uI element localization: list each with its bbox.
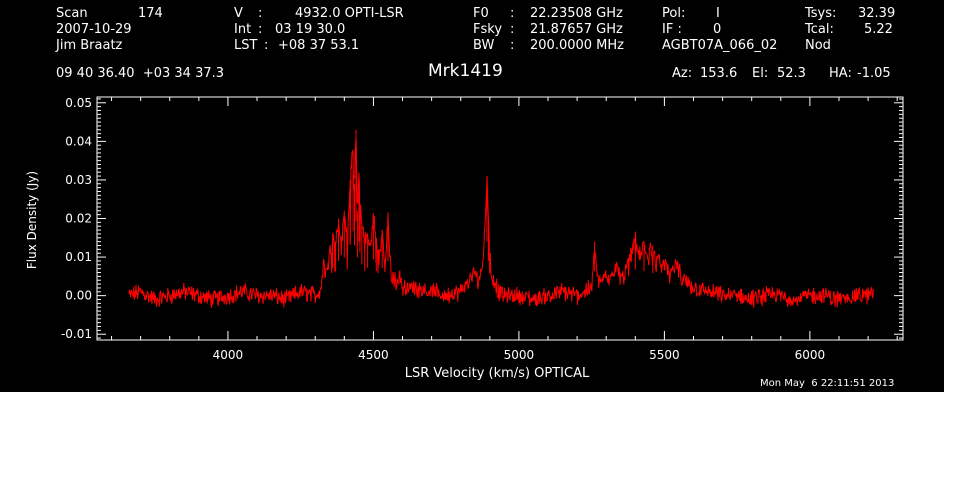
observing-mode: Nod — [805, 38, 831, 53]
bw-value: 200.0000 MHz — [530, 38, 624, 53]
lst-label: LST — [234, 38, 258, 53]
v-label: V — [234, 6, 243, 21]
x-tick-label: 6000 — [795, 348, 826, 362]
pol-value: I — [716, 6, 720, 21]
x-tick-label: 5500 — [649, 348, 680, 362]
source-name: Mrk1419 — [428, 61, 503, 81]
tsys-value: 32.39 — [858, 6, 896, 21]
lst-value: +08 37 53.1 — [278, 38, 360, 53]
fsky-colon: : — [510, 22, 515, 37]
observer: Jim Braatz — [56, 38, 123, 53]
az-label: Az: — [672, 66, 693, 81]
fsky-label: Fsky — [473, 22, 503, 37]
v-colon: : — [258, 6, 263, 21]
bw-colon: : — [510, 38, 515, 53]
axis-ticks: 4000 4500 5000 5500 6000 -0.01 0.00 0.01 0.02 0.0… — [61, 96, 903, 362]
int-colon: : — [258, 22, 263, 37]
spectrum-line — [128, 129, 875, 308]
int-value: 03 19 30.0 — [275, 22, 346, 37]
y-axis-label: Flux Density (Jy) — [25, 171, 39, 269]
lst-colon: : — [264, 38, 269, 53]
ha-label: HA: — [829, 66, 852, 81]
y-tick-label: -0.01 — [61, 327, 92, 341]
y-tick-label: 0.02 — [65, 212, 92, 226]
y-tick-label: 0.00 — [65, 289, 92, 303]
if-label: IF : — [662, 22, 682, 37]
x-tick-label: 5000 — [504, 348, 535, 362]
timestamp: Mon May 6 22:11:51 2013 — [760, 378, 895, 389]
x-tick-label: 4500 — [358, 348, 389, 362]
date: 2007-10-29 — [56, 22, 132, 37]
tcal-value: 5.22 — [864, 22, 893, 37]
tsys-label: Tsys: — [805, 6, 837, 21]
fsky-value: 21.87657 GHz — [530, 22, 623, 37]
if-value: 0 — [713, 22, 722, 37]
scan-label: Scan — [56, 6, 88, 21]
f0-colon: : — [510, 6, 515, 21]
y-tick-label: 0.04 — [65, 134, 92, 148]
int-label: Int — [234, 22, 252, 37]
ha-value: -1.05 — [857, 66, 891, 81]
y-tick-label: 0.03 — [65, 173, 92, 187]
el-label: El: — [752, 66, 769, 81]
f0-value: 22.23508 GHz — [530, 6, 623, 21]
tcal-label: Tcal: — [805, 22, 834, 37]
y-tick-label: 0.05 — [65, 96, 92, 110]
el-value: 52.3 — [777, 66, 806, 81]
scan-value: 174 — [138, 6, 163, 21]
coordinates: 09 40 36.40 +03 34 37.3 — [56, 66, 225, 81]
project-id: AGBT07A_066_02 — [662, 38, 778, 53]
f0-label: F0 — [473, 6, 489, 21]
plot-panel — [0, 0, 944, 392]
v-value: 4932.0 OPTI-LSR — [295, 6, 404, 21]
bw-label: BW — [473, 38, 495, 53]
pol-label: Pol: — [662, 6, 686, 21]
y-tick-label: 0.01 — [65, 250, 92, 264]
az-value: 153.6 — [700, 66, 738, 81]
x-axis-label: LSR Velocity (km/s) OPTICAL — [405, 366, 590, 381]
x-tick-label: 4000 — [213, 348, 244, 362]
